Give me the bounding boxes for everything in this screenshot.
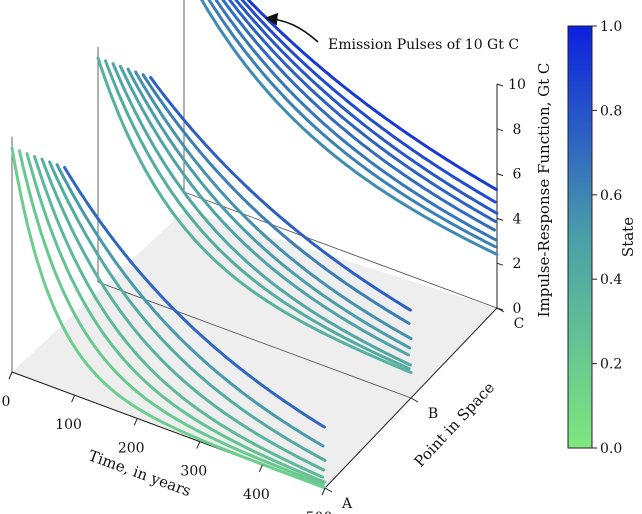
series-line-B-5 bbox=[126, 67, 412, 350]
series-line-A-8 bbox=[63, 166, 326, 429]
x-tick-mark bbox=[133, 418, 138, 426]
series-line-C-5 bbox=[227, 0, 498, 224]
z-tick-label: 8 bbox=[513, 122, 522, 138]
series-line-B-2 bbox=[104, 59, 411, 371]
series-line-C-6 bbox=[234, 0, 499, 215]
y-tick-mark bbox=[324, 487, 333, 493]
colorbar-tick-label: 1.0 bbox=[600, 19, 622, 35]
colorbar-tick-label: 0.6 bbox=[600, 188, 622, 204]
x-tick-mark bbox=[8, 371, 13, 380]
y-ticks: A B C bbox=[324, 307, 525, 512]
annotation-text: Emission Pulses of 10 Gt C bbox=[328, 37, 519, 53]
y-tick-mark bbox=[410, 397, 419, 403]
series-line-B-1 bbox=[96, 56, 413, 374]
x-tick-label: 500 bbox=[306, 510, 333, 514]
z-axis-title: Impulse-Response Function, Gt C bbox=[535, 63, 553, 318]
series-layer bbox=[10, 0, 499, 490]
z-tick-mark bbox=[496, 128, 504, 132]
y-tick-label: C bbox=[514, 316, 525, 332]
series-line-C-2 bbox=[207, 0, 497, 249]
series-line-B-6 bbox=[134, 70, 413, 341]
x-tick-mark bbox=[71, 395, 76, 403]
series-line-A-3 bbox=[25, 152, 326, 484]
z-tick-label: 4 bbox=[513, 211, 522, 227]
z-tick-label: 6 bbox=[513, 167, 522, 183]
x-ticks: 0 100 200 300 400 500 bbox=[2, 371, 333, 514]
y-tick-label: B bbox=[428, 406, 438, 422]
colorbar bbox=[567, 25, 593, 449]
colorbar-tick-label: 0.2 bbox=[600, 357, 622, 373]
series-line-A-5 bbox=[40, 157, 326, 472]
x-tick-label: 300 bbox=[180, 464, 207, 480]
series-line-B-3 bbox=[111, 62, 412, 367]
series-line-C-3 bbox=[214, 0, 498, 242]
series-line-C-8 bbox=[246, 0, 498, 192]
floor-pane bbox=[12, 210, 497, 488]
z-tick-mark bbox=[496, 83, 504, 87]
series-line-A-7 bbox=[55, 163, 325, 448]
z-tick-mark bbox=[496, 307, 504, 311]
series-line-B-7 bbox=[141, 73, 411, 325]
colorbar-tick-label: 0.0 bbox=[600, 441, 622, 457]
z-tick-label: 2 bbox=[513, 256, 522, 272]
x-tick-label: 0 bbox=[2, 394, 11, 410]
y-axis-title: Point in Space bbox=[411, 378, 499, 470]
plane-floor-C bbox=[183, 191, 498, 309]
x-tick-mark bbox=[196, 441, 201, 449]
series-line-C-7 bbox=[240, 0, 497, 204]
colorbar-tick-label: 0.4 bbox=[600, 272, 622, 288]
series-line-A-2 bbox=[18, 149, 325, 486]
series-line-C-1 bbox=[200, 0, 499, 256]
series-line-A-1 bbox=[10, 146, 327, 490]
plane-floor-B bbox=[97, 281, 412, 399]
z-tick-label: 10 bbox=[508, 77, 526, 93]
series-line-B-8 bbox=[149, 76, 412, 312]
series-line-A-6 bbox=[48, 160, 327, 462]
colorbar-tick-label: 0.8 bbox=[600, 103, 622, 119]
x-tick-mark bbox=[321, 487, 326, 496]
colorbar-ticks: 0.0 0.2 0.4 0.6 0.8 1.0 bbox=[592, 19, 622, 457]
annotation-arrow bbox=[264, 12, 319, 43]
x-tick-label: 200 bbox=[118, 440, 145, 456]
series-line-C-4 bbox=[221, 0, 496, 232]
x-tick-label: 100 bbox=[55, 417, 82, 433]
z-tick-mark bbox=[496, 217, 504, 221]
x-tick-mark bbox=[258, 464, 263, 472]
series-line-A-4 bbox=[33, 154, 324, 479]
colorbar-title: State bbox=[619, 217, 637, 257]
z-ticks: 0 2 4 6 8 10 bbox=[496, 77, 526, 317]
z-tick-mark bbox=[496, 173, 504, 177]
x-tick-label: 400 bbox=[243, 487, 270, 503]
series-line-B-4 bbox=[119, 64, 410, 357]
z-tick-label: 0 bbox=[513, 301, 522, 317]
z-tick-mark bbox=[496, 262, 504, 266]
y-tick-label: A bbox=[341, 496, 353, 512]
